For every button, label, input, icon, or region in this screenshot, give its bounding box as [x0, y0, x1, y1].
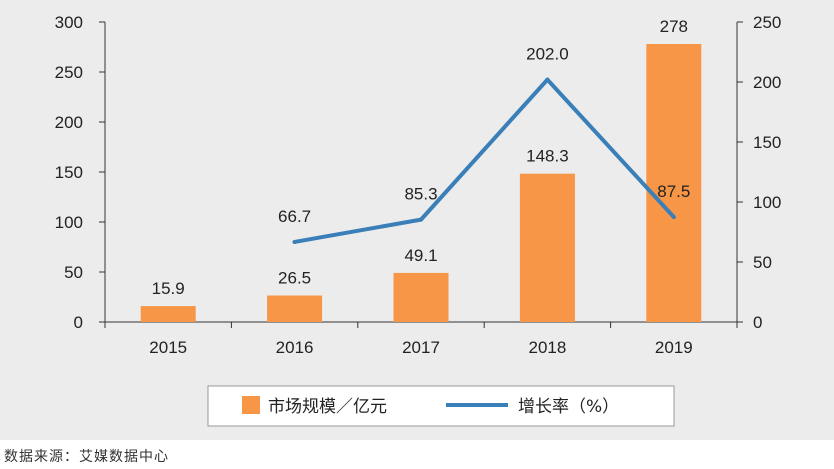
line-data-label: 66.7 — [278, 207, 311, 226]
y-left-tick-label: 250 — [55, 63, 83, 82]
line-point — [292, 239, 297, 244]
legend-bar-label: 市场规模／亿元 — [268, 397, 387, 417]
y-right-tick-label: 0 — [753, 313, 762, 332]
y-right-tick-label: 200 — [753, 73, 781, 92]
bar — [393, 272, 449, 322]
y-right-tick-label: 150 — [753, 133, 781, 152]
bar-data-label: 49.1 — [404, 246, 437, 265]
y-left-tick-label: 100 — [55, 213, 83, 232]
bar — [646, 44, 702, 322]
growth-rate-line — [292, 77, 676, 244]
y-left-tick-label: 50 — [64, 263, 83, 282]
y-left-tick-label: 0 — [74, 313, 83, 332]
x-tick-label: 2016 — [276, 338, 314, 357]
bar — [519, 173, 575, 322]
source-note: 数据来源：艾媒数据中心 — [4, 449, 169, 465]
line-data-label: 87.5 — [657, 182, 690, 201]
line-point — [671, 215, 676, 219]
line-point — [419, 217, 423, 222]
y-right-tick-label: 50 — [753, 253, 772, 272]
y-right-tick-label: 250 — [753, 13, 781, 32]
bar-data-label: 26.5 — [278, 269, 311, 288]
legend-bar-swatch — [242, 396, 260, 414]
x-tick-label: 2019 — [655, 338, 693, 357]
line-point — [545, 77, 550, 82]
x-tick-label: 2017 — [402, 338, 440, 357]
bar — [267, 295, 323, 322]
chart: 0 50 100 150 200 250 300 0 50 100 150 200 250 2015 201… — [0, 0, 834, 440]
line-data-label: 85.3 — [404, 185, 437, 204]
legend-box — [207, 385, 675, 427]
x-tick-label: 2015 — [149, 338, 187, 357]
bar-data-label: 148.3 — [526, 147, 569, 166]
bar-data-label: 15.9 — [152, 279, 185, 298]
y-left-tick-label: 150 — [55, 163, 83, 182]
x-tick-label: 2018 — [528, 338, 566, 357]
chart-canvas: 0 50 100 150 200 250 300 0 50 100 150 200 250 2015 201… — [55, 13, 781, 427]
bar-data-label: 278 — [660, 17, 688, 36]
line-data-label: 202.0 — [526, 45, 569, 64]
bar — [140, 306, 196, 322]
legend-line-label: 增长率（%） — [518, 397, 619, 417]
y-left-tick-label: 200 — [55, 113, 83, 132]
y-left-tick-label: 300 — [55, 13, 83, 32]
y-right-tick-label: 100 — [753, 193, 781, 212]
